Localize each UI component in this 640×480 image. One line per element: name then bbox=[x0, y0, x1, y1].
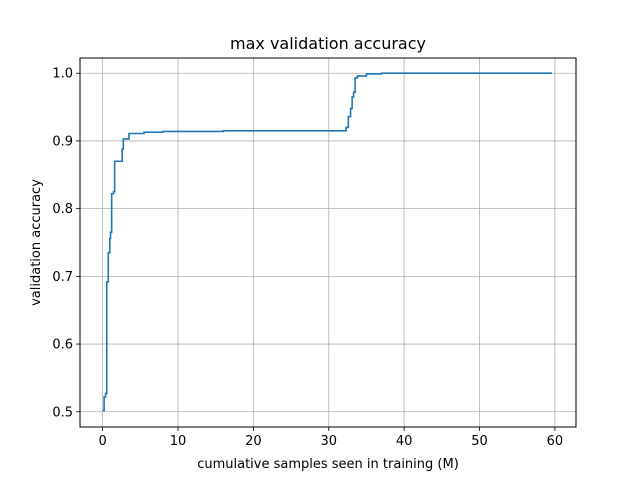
series-line bbox=[102, 72, 552, 412]
plot-frame bbox=[79, 57, 577, 428]
x-tick-label: 40 bbox=[396, 434, 413, 449]
y-axis-ticks: 0.5 0.6 0.7 0.8 0.9 1.0 bbox=[52, 67, 80, 420]
y-tick-label: 0.7 bbox=[52, 270, 73, 285]
x-tick-label: 50 bbox=[471, 434, 488, 449]
x-tick-label: 20 bbox=[245, 434, 262, 449]
y-tick-label: 0.9 bbox=[52, 134, 73, 149]
x-tick-label: 0 bbox=[98, 434, 106, 449]
x-tick-label: 30 bbox=[320, 434, 337, 449]
y-tick-label: 1.0 bbox=[52, 67, 73, 82]
x-axis-ticks: 0 10 20 30 40 50 60 bbox=[98, 427, 563, 449]
x-axis-label: cumulative samples seen in training (M) bbox=[197, 457, 459, 472]
chart-title: max validation accuracy bbox=[230, 34, 426, 53]
y-tick-label: 0.8 bbox=[52, 202, 73, 217]
y-tick-label: 0.5 bbox=[52, 405, 73, 420]
grid-lines bbox=[80, 58, 576, 427]
x-tick-label: 60 bbox=[547, 434, 564, 449]
y-axis-label: validation accuracy bbox=[29, 179, 44, 306]
series-group bbox=[102, 72, 552, 412]
y-tick-label: 0.6 bbox=[52, 338, 73, 353]
x-tick-label: 10 bbox=[170, 434, 187, 449]
